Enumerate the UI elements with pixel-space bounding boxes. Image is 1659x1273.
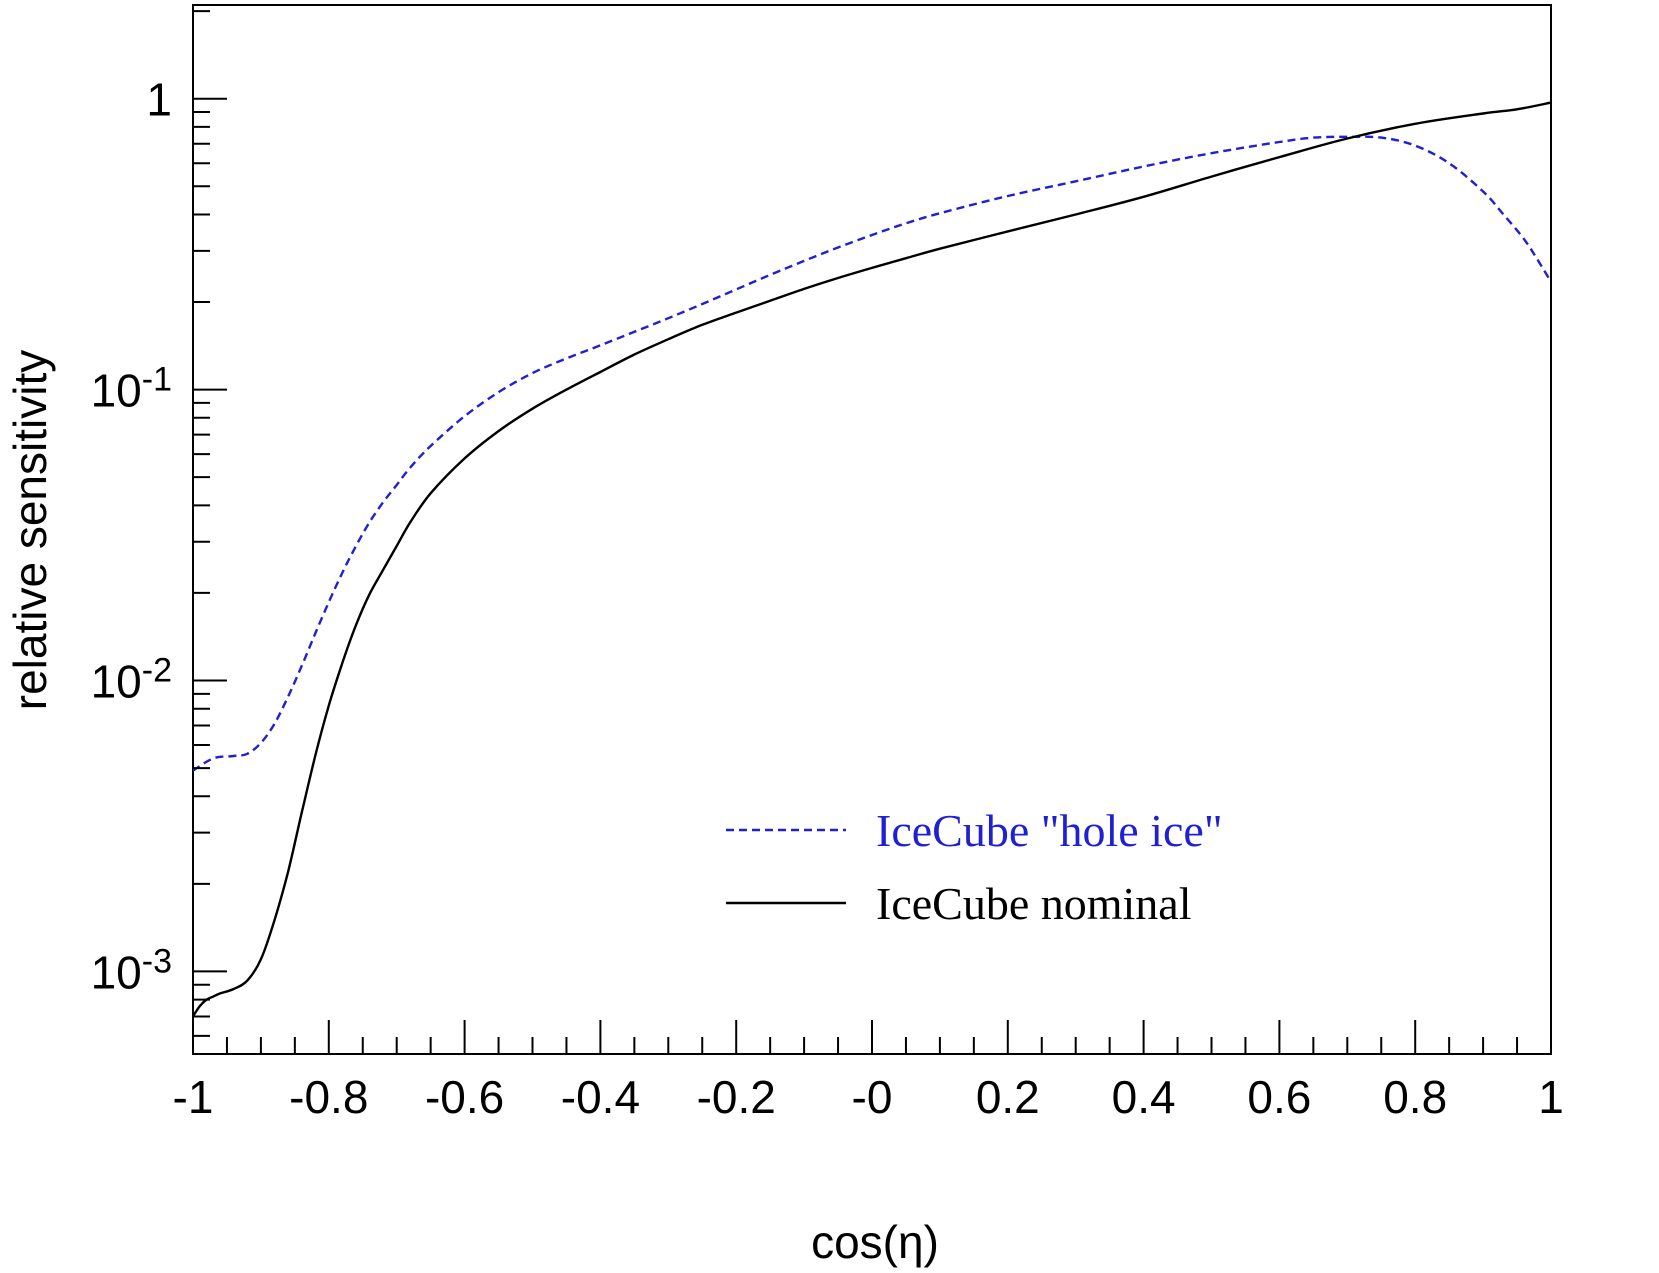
plot-area [192, 4, 1552, 1055]
x-tick-label: -0 [852, 1071, 893, 1123]
x-tick-label: 0.4 [1112, 1071, 1176, 1123]
x-tick-label: -1 [173, 1071, 214, 1123]
y-tick-label: 10-2 [91, 652, 172, 708]
x-axis-label: cos(η) [811, 1216, 939, 1268]
hole-ice-series-line [192, 135, 1553, 772]
series-layer [191, 101, 1553, 1018]
x-tick-label: 0.2 [976, 1071, 1040, 1123]
legend-label: IceCube "hole ice" [876, 805, 1223, 856]
x-tick-label: -0.4 [561, 1071, 640, 1123]
y-tick-label: 10-3 [91, 942, 172, 998]
y-tick-label: 1 [146, 74, 172, 126]
x-tick-label: 1 [1538, 1071, 1564, 1123]
legend: IceCube "hole ice" IceCube nominal [726, 805, 1223, 929]
legend-label: IceCube nominal [876, 878, 1192, 929]
y-axis-label: relative sensitivity [4, 350, 56, 710]
x-tick-label: 0.6 [1247, 1071, 1311, 1123]
x-tick-label: -0.2 [697, 1071, 776, 1123]
x-axis-ticks: -1 -0.8 -0.6 -0.4 -0.2 -0 0.2 0.4 0.6 0.8 1 [173, 1020, 1564, 1123]
x-tick-label: -0.8 [289, 1071, 368, 1123]
x-tick-label: 0.8 [1383, 1071, 1447, 1123]
y-axis-ticks: 1 10-1 10-2 10-3 [91, 10, 227, 1037]
plot-frame [192, 4, 1552, 1055]
y-tick-label: 10-1 [91, 361, 172, 417]
nominal-series-line [191, 101, 1552, 1018]
x-tick-label: -0.6 [425, 1071, 504, 1123]
